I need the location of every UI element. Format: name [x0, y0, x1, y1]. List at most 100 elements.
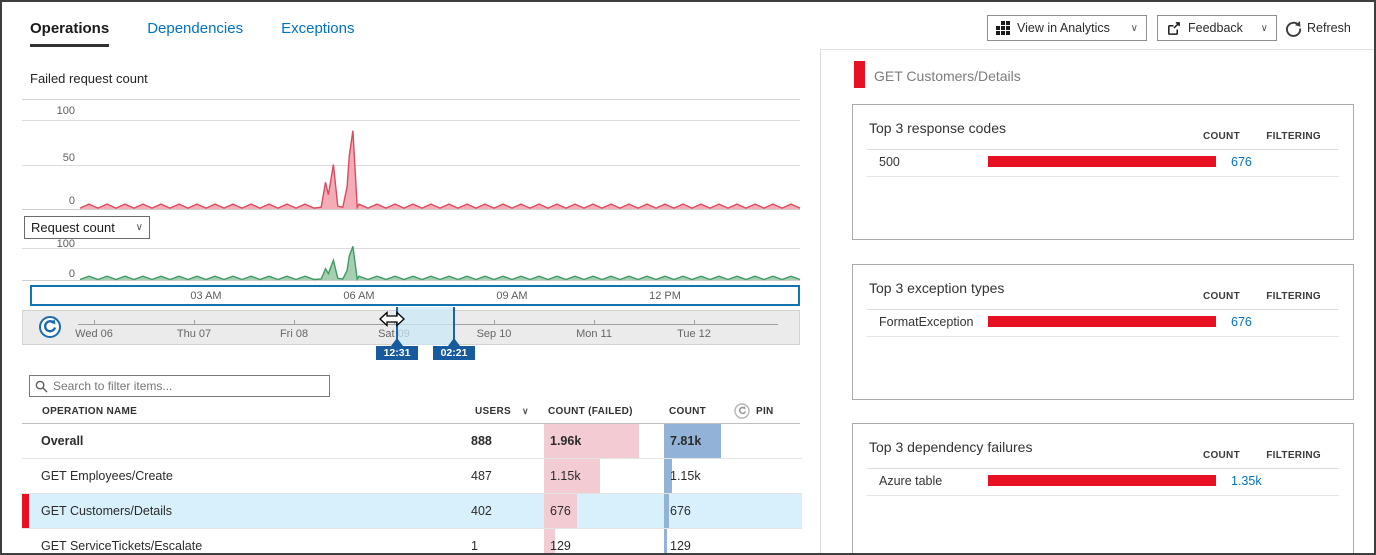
operation-name: GET Customers/Details: [41, 504, 173, 518]
top-dependency-failures-card: Top 3 dependency failures COUNT FILTERIN…: [852, 423, 1354, 553]
card-bar: [988, 156, 1216, 167]
col-header-count[interactable]: COUNT: [669, 406, 707, 417]
view-in-analytics-label: View in Analytics: [1017, 21, 1110, 35]
card-row-label: Azure table: [879, 474, 943, 488]
card-filtering-header: FILTERING: [1266, 450, 1321, 461]
card-header-divider: [867, 468, 1339, 469]
reset-zoom-icon[interactable]: [38, 315, 62, 339]
card-filtering-header: FILTERING: [1266, 291, 1321, 302]
count-bar: [664, 459, 673, 493]
feedback-button[interactable]: Feedback ∨: [1157, 15, 1277, 41]
card-count-link[interactable]: 1.35k: [1231, 474, 1262, 488]
top-response-codes-card: Top 3 response codes COUNT FILTERING 500…: [852, 104, 1354, 240]
card-title: Top 3 exception types: [869, 280, 1005, 296]
table-row[interactable]: GET Employees/Create 487 1.15k 1.15k: [22, 459, 802, 494]
search-input[interactable]: [53, 379, 324, 393]
request-count-chart: [79, 246, 801, 281]
chart-top-divider: [22, 99, 800, 100]
card-header-divider: [867, 149, 1339, 150]
operation-name: GET ServiceTickets/Escalate: [41, 539, 203, 553]
operation-name: Overall: [41, 434, 84, 448]
tab-bar: Operations Dependencies Exceptions: [30, 20, 354, 47]
count-bar: [664, 424, 721, 458]
brush-selected-range[interactable]: [396, 307, 455, 345]
failed-bar: [544, 424, 639, 458]
card-bar: [988, 316, 1216, 327]
count-bar: [664, 494, 669, 528]
brush-day-label: Wed 06: [75, 328, 113, 340]
col-header-users[interactable]: USERS: [475, 406, 511, 417]
external-link-icon: [1168, 21, 1180, 35]
users-value: 1: [471, 539, 478, 553]
col-header-pin[interactable]: PIN: [756, 406, 774, 417]
card-count-header: COUNT: [1202, 291, 1240, 302]
search-box: [29, 375, 330, 397]
count-value: 7.81k: [670, 434, 702, 448]
card-title: Top 3 response codes: [869, 120, 1006, 136]
count-value: 676: [670, 504, 691, 518]
chevron-down-icon: ∨: [1260, 22, 1268, 34]
table-row[interactable]: Overall 888 1.96k 7.81k: [22, 424, 802, 459]
chevron-down-icon: ∨: [1130, 22, 1138, 34]
brush-day-label: Thu 07: [176, 328, 212, 340]
failed-request-count-chart: [79, 130, 801, 210]
users-value: 402: [471, 504, 492, 518]
top-exception-types-card: Top 3 exception types COUNT FILTERING Fo…: [852, 264, 1354, 400]
chart-title: Failed request count: [30, 71, 148, 86]
card-row-divider: [867, 336, 1339, 337]
selection-color-bar: [854, 61, 865, 88]
count-bar: [664, 529, 667, 553]
failed-count-value: 1.96k: [550, 434, 582, 448]
resize-cursor-icon: [379, 311, 405, 327]
x-axis-label: 03 AM: [190, 290, 222, 302]
brush-end-time-badge[interactable]: 02:21: [433, 346, 475, 360]
y-axis-label: 50: [62, 152, 75, 164]
card-row-divider: [867, 176, 1339, 177]
table-row[interactable]: GET ServiceTickets/Escalate 1 129 129: [22, 529, 802, 553]
y-axis-label: 100: [56, 105, 75, 117]
operations-table: Overall 888 1.96k 7.81k GET Employees/Cr…: [22, 424, 802, 553]
brush-start-marker: [391, 338, 403, 346]
sort-chevron-icon[interactable]: ∨: [522, 406, 529, 416]
failed-bar: [544, 529, 555, 553]
card-count-link[interactable]: 676: [1231, 155, 1252, 169]
failed-count-value: 1.15k: [550, 469, 581, 483]
card-header-divider: [867, 309, 1339, 310]
col-header-count-failed[interactable]: COUNT (FAILED): [548, 406, 633, 417]
count-value: 1.15k: [670, 469, 701, 483]
card-count-link[interactable]: 676: [1231, 315, 1252, 329]
selected-operation-title: GET Customers/Details: [874, 68, 1021, 84]
card-row-label: FormatException: [879, 315, 974, 329]
tab-operations[interactable]: Operations: [30, 20, 110, 47]
table-header-divider: [22, 423, 800, 424]
users-value: 487: [471, 469, 492, 483]
time-axis-selection-box[interactable]: 03 AM 06 AM 09 AM 12 PM: [30, 285, 800, 306]
gridline-100: [22, 120, 800, 121]
brush-end-handle[interactable]: [453, 307, 455, 345]
pin-icon[interactable]: [734, 403, 750, 419]
refresh-button[interactable]: Refresh: [1285, 15, 1351, 41]
count-value: 129: [670, 539, 691, 553]
command-bar-divider: [820, 49, 1374, 50]
y-axis-label: 100: [56, 238, 75, 250]
failed-bar: [544, 459, 600, 493]
brush-start-time-badge[interactable]: 12:31: [376, 346, 418, 360]
gridline-0: [22, 280, 800, 281]
tab-dependencies[interactable]: Dependencies: [147, 20, 244, 37]
table-row[interactable]: GET Customers/Details 402 676 676: [22, 494, 802, 529]
brush-end-marker: [448, 338, 460, 346]
view-in-analytics-button[interactable]: View in Analytics ∨: [987, 15, 1147, 41]
gridline-0: [22, 209, 800, 210]
tab-exceptions[interactable]: Exceptions: [281, 20, 355, 37]
gridline-100: [22, 248, 800, 249]
x-axis-label: 09 AM: [496, 290, 528, 302]
metric-dropdown[interactable]: Request count ∨: [24, 216, 150, 239]
failed-bar: [544, 494, 577, 528]
metric-dropdown-label: Request count: [31, 220, 115, 235]
col-header-operation-name: OPERATION NAME: [42, 406, 138, 417]
x-axis-label: 12 PM: [649, 290, 681, 302]
failed-count-value: 676: [550, 504, 571, 518]
operation-name: GET Employees/Create: [41, 469, 173, 483]
failed-count-value: 129: [550, 539, 571, 553]
